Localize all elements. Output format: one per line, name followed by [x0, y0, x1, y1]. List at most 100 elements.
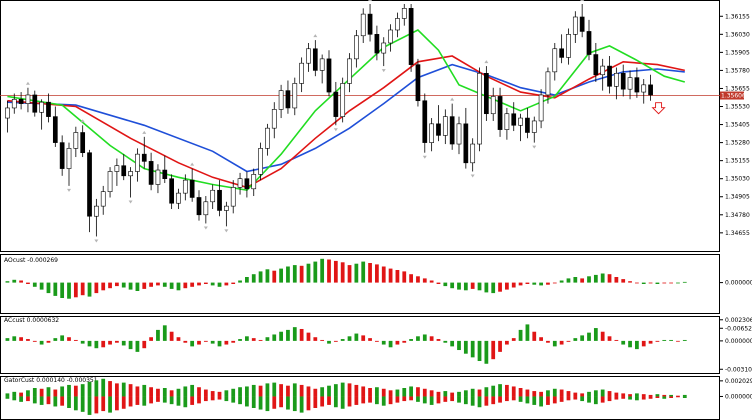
gatorcust-histogram-bar [265, 383, 270, 397]
accust-histogram-bar [429, 336, 434, 341]
accust-histogram-bar [67, 337, 71, 341]
gatorcust-histogram-bar [450, 392, 455, 397]
price-axis-tick-label: 1.35405 [725, 122, 750, 129]
accust-histogram-bar [614, 339, 619, 341]
gatorcust-histogram-bar [279, 384, 283, 397]
gatorcust-histogram-bar [546, 396, 550, 405]
gatorcust-histogram-bar [320, 396, 325, 407]
aocust-histogram-bar [505, 282, 509, 290]
gatorcust-histogram-bar [286, 396, 290, 410]
gatorcust-histogram-bar [306, 396, 311, 411]
gatorcust-histogram-bar [662, 394, 667, 397]
accust-histogram-bar [320, 339, 325, 341]
gatorcust-histogram-bar [251, 396, 256, 408]
aocust-histogram-bar [210, 282, 215, 286]
aocust-histogram-bar [580, 278, 585, 283]
gatorcust-histogram-bar [409, 396, 413, 401]
accust-histogram-bar [559, 340, 564, 345]
aocust-histogram-bar [498, 282, 502, 292]
candle-body [354, 35, 359, 60]
gatorcust-histogram-bar [306, 386, 311, 397]
gatorcust-histogram-bar [46, 387, 51, 397]
gatorcust-histogram-bar [416, 387, 420, 397]
gatorcust-histogram-bar [60, 396, 65, 406]
gatorcust-histogram-bar [299, 396, 304, 413]
accust-histogram-bar [39, 340, 44, 345]
aocust-histogram-bar [39, 282, 44, 290]
accust-histogram-bar [368, 338, 372, 341]
aocust-histogram-bar [190, 282, 195, 287]
main-price-panel[interactable]: 1.36155 1.36030 1.35905 1.35780 1.35655 1.355… [0, 0, 750, 252]
gatorcust-histogram-bar [272, 396, 277, 409]
accust-histogram-bar [87, 340, 92, 347]
gatorcust-histogram-bar [115, 396, 119, 411]
fractal-down-marker [333, 128, 338, 132]
gatorcust-histogram-bar [128, 396, 133, 407]
accust-histogram-bar [265, 337, 270, 341]
gatorcust-histogram-bar [108, 381, 112, 397]
aocust-histogram-bar [340, 262, 345, 283]
accust-histogram-bar [176, 337, 181, 341]
price-axis-tick-label: 1.35905 [725, 49, 750, 56]
gatorcust-histogram-bar [5, 393, 10, 397]
accust-histogram-bar [457, 340, 461, 351]
accust-histogram-bar [682, 339, 687, 341]
accust-histogram-bar [388, 340, 393, 348]
gatorcust-histogram-bar [320, 387, 325, 397]
accust-histogram-bar [210, 340, 215, 344]
gatorcust-histogram-bar [67, 384, 71, 397]
accust-histogram-bar [5, 338, 10, 341]
aocust-histogram-bar [238, 280, 242, 283]
aocust-histogram-bar [80, 282, 85, 296]
candle-body [381, 42, 387, 54]
aocust-histogram-bar [635, 282, 639, 284]
candle-body [299, 62, 304, 84]
gatorcust-histogram-bar [443, 396, 448, 402]
gatorcust-histogram-bar [573, 392, 578, 397]
fractal-up-marker [580, 0, 585, 1]
aocust-histogram-bar [265, 269, 270, 283]
candle-body [586, 31, 592, 55]
gatorcust-histogram-bar [416, 396, 420, 402]
candle-body [484, 73, 489, 115]
gatorcust-histogram-bar [156, 388, 160, 397]
accust-histogram-bar [183, 340, 188, 343]
aocust-histogram-bar [429, 280, 434, 283]
gatorcust-histogram-bar [422, 396, 427, 404]
aocust-histogram-bar [484, 282, 489, 293]
aocust-histogram-bar [115, 282, 119, 287]
accust-histogram-bar [135, 340, 140, 352]
gatorcust-histogram-bar [463, 390, 468, 397]
gatorcust-histogram-bar [518, 396, 523, 402]
gatorcust-histogram-bar [552, 388, 557, 397]
candle-body [203, 201, 209, 216]
aocust-histogram-bar [156, 282, 160, 286]
candle-body [504, 113, 510, 130]
gatorcust-histogram-bar [80, 396, 85, 412]
candle-body [600, 65, 606, 76]
candle-body [347, 58, 352, 84]
aocust-histogram-bar [135, 282, 140, 291]
accust-panel[interactable]: ACcust 0.0000632 0.0023065 0.0000000 -0.00… [0, 316, 752, 374]
accust-histogram-bar [354, 333, 359, 341]
fractal-down-marker [381, 69, 386, 73]
gatorcust-histogram-bar [183, 396, 188, 408]
gatorcust-panel[interactable]: GatorCust 0.000140 -0.000351 0.002029 0.0… [0, 376, 752, 420]
aocust-histogram-bar [299, 265, 304, 283]
aocust-histogram-bar [546, 282, 550, 285]
gatorcust-histogram-bar [39, 396, 44, 405]
price-axis-tick-label: 1.35530 [725, 104, 750, 111]
candle-body [107, 171, 113, 192]
gatorcust-histogram-bar [361, 386, 366, 397]
aocust-panel[interactable]: AOcust -0.000269 0.000000 -0.006525 [0, 254, 752, 333]
aocust-histogram-bar [518, 282, 523, 286]
aocust-histogram-bar [614, 277, 619, 283]
gatorcust-histogram-bar [190, 396, 195, 405]
aocust-histogram-bar [12, 279, 17, 283]
aocust-histogram-bar [169, 282, 174, 289]
aocust-histogram-bar [121, 282, 126, 288]
gatorcust-histogram-bar [121, 382, 126, 397]
accust-histogram-bar [463, 340, 468, 354]
aocust-histogram-bar [251, 274, 256, 283]
gatorcust-histogram-bar [484, 396, 489, 406]
